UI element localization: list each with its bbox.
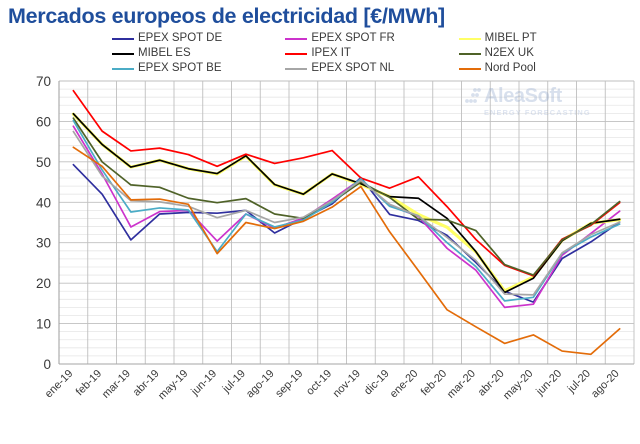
svg-text:feb-19: feb-19 [74,368,105,399]
legend-item-label: EPEX SPOT BE [138,62,222,75]
svg-text:ene-20: ene-20 [388,368,421,401]
legend-color-swatch [112,52,134,55]
svg-text:10: 10 [36,317,51,332]
chart-title: Mercados europeos de electricidad [€/MWh… [8,4,445,28]
series-line [72,125,621,309]
svg-text:may-20: may-20 [501,368,535,402]
svg-text:ago-20: ago-20 [589,368,622,401]
legend-color-swatch [458,67,481,70]
y-axis-tick-labels: 0 10 20 30 40 50 60 70 [36,74,51,372]
legend-item[interactable]: EPEX SPOT DE [112,31,285,46]
legend-color-swatch [458,37,481,40]
svg-text:70: 70 [36,74,51,89]
svg-text:30: 30 [36,236,51,251]
svg-text:may-19: may-19 [156,368,190,402]
data-series-group [71,89,622,356]
legend-item-label: MIBEL ES [138,47,191,60]
svg-text:dic-19: dic-19 [362,368,392,398]
legend-item[interactable]: MIBEL PT [458,31,632,46]
legend-color-swatch [285,67,308,70]
legend-item-label: IPEX IT [311,47,351,60]
legend-item[interactable]: MIBEL ES [112,46,285,61]
svg-text:oct-19: oct-19 [304,368,334,398]
legend-item[interactable]: EPEX SPOT NL [285,61,458,76]
legend-item-label: EPEX SPOT FR [311,31,395,44]
legend-item[interactable]: EPEX SPOT FR [285,31,458,46]
svg-text:40: 40 [36,195,51,210]
legend-item-label: EPEX SPOT NL [311,62,395,75]
series-line [72,112,621,294]
svg-text:mar-19: mar-19 [100,368,133,401]
svg-text:sep-19: sep-19 [273,368,305,400]
legend-item-label: N2EX UK [484,47,534,60]
svg-text:mar-20: mar-20 [445,368,478,401]
svg-text:0: 0 [43,357,51,372]
svg-text:nov-19: nov-19 [331,368,363,400]
legend-color-swatch [458,52,481,55]
series-line [72,117,621,276]
svg-text:50: 50 [36,155,51,170]
svg-text:jun-19: jun-19 [188,368,219,399]
svg-text:jun-20: jun-20 [533,368,564,399]
gridlines [58,80,635,365]
legend-color-swatch [285,37,308,40]
legend-item[interactable]: Nord Pool [458,61,632,76]
legend-item[interactable]: N2EX UK [458,46,632,61]
legend-color-swatch [112,67,134,70]
legend-item-label: Nord Pool [484,62,536,75]
svg-text:feb-20: feb-20 [419,368,450,399]
svg-text:20: 20 [36,276,51,291]
legend-color-swatch [112,37,134,40]
svg-text:ene-19: ene-19 [43,368,76,401]
legend-item-label: EPEX SPOT DE [138,31,223,44]
svg-text:ago-19: ago-19 [244,368,277,401]
series-line [72,130,621,296]
svg-text:60: 60 [36,114,51,129]
series-line [72,146,621,356]
legend-item-label: MIBEL PT [484,31,537,44]
legend-item[interactable]: IPEX IT [285,46,458,61]
legend-item[interactable]: EPEX SPOT BE [112,61,285,76]
chart-legend: EPEX SPOT DE EPEX SPOT FR MIBEL PT MIBEL ES… [112,31,632,77]
legend-color-swatch [285,52,308,55]
